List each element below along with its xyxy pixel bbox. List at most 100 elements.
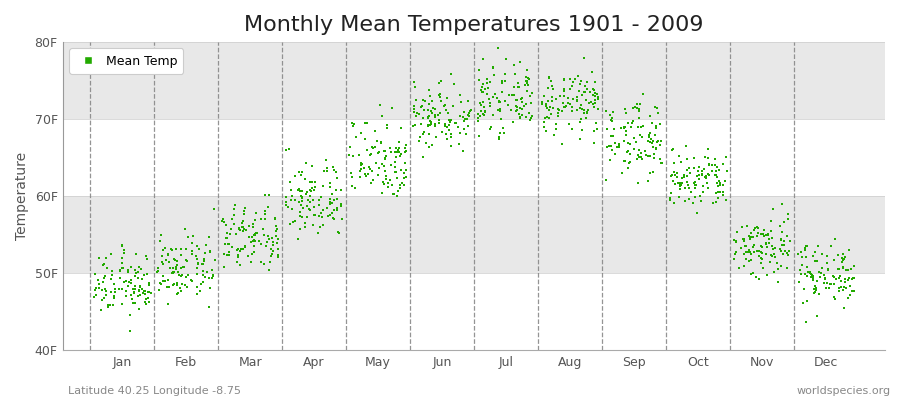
Point (702, 172, 716, 178)
Point (170, 262, 184, 268)
Point (764, 252, 778, 258)
Point (698, 174, 712, 180)
Point (695, 168, 709, 174)
Point (716, 161, 731, 167)
Point (833, 273, 848, 279)
Point (258, 207, 273, 214)
Point (308, 184, 322, 190)
Point (573, 102, 588, 108)
Point (634, 132, 648, 138)
Point (818, 275, 832, 282)
Point (166, 269, 181, 275)
Point (727, 256, 742, 262)
Point (189, 291, 203, 298)
Point (234, 246, 248, 252)
Point (156, 273, 170, 280)
Point (194, 261, 209, 267)
Point (368, 144, 382, 150)
Point (608, 140, 622, 146)
Point (127, 290, 141, 297)
Point (131, 306, 146, 312)
Point (439, 124, 454, 131)
Point (523, 92, 537, 99)
Point (225, 216, 239, 222)
Point (491, 95, 505, 101)
Point (701, 185, 716, 192)
Point (742, 236, 757, 242)
Point (399, 174, 413, 180)
Point (246, 238, 260, 244)
Point (754, 231, 769, 237)
Point (712, 167, 726, 173)
Point (476, 56, 491, 62)
Point (838, 254, 852, 260)
Point (393, 125, 408, 132)
Point (492, 98, 507, 105)
Point (546, 86, 561, 92)
Point (389, 168, 403, 175)
Point (312, 202, 327, 208)
Point (841, 295, 855, 302)
Point (617, 124, 632, 130)
Point (537, 93, 552, 99)
Point (372, 149, 386, 156)
Point (248, 216, 263, 223)
Point (320, 157, 334, 164)
Point (302, 187, 317, 193)
Point (716, 189, 731, 196)
Point (521, 82, 535, 88)
Point (101, 304, 115, 311)
Point (775, 200, 789, 207)
Point (621, 120, 635, 126)
Point (708, 172, 723, 178)
Point (295, 205, 310, 211)
Point (508, 103, 523, 109)
Point (377, 163, 392, 169)
Point (417, 129, 431, 136)
Point (645, 144, 660, 150)
Point (270, 240, 284, 246)
Point (422, 112, 436, 119)
Point (836, 257, 850, 263)
Point (335, 216, 349, 222)
Point (364, 144, 379, 150)
Point (518, 73, 533, 80)
Point (461, 98, 475, 104)
Point (326, 164, 340, 170)
Point (246, 223, 260, 230)
Point (105, 267, 120, 274)
Point (161, 259, 176, 265)
Point (474, 89, 489, 95)
Point (131, 269, 146, 275)
Point (629, 156, 643, 163)
Point (247, 237, 261, 243)
Point (799, 254, 814, 260)
Point (358, 120, 373, 126)
Point (314, 210, 328, 216)
Point (749, 274, 763, 280)
Point (622, 151, 636, 158)
Point (292, 213, 307, 219)
Point (614, 125, 628, 132)
Point (513, 59, 527, 65)
Point (773, 223, 788, 229)
Point (673, 185, 688, 192)
Point (477, 112, 491, 118)
Point (654, 138, 669, 144)
Point (494, 80, 508, 86)
Point (616, 158, 631, 164)
Point (751, 233, 765, 240)
Point (508, 92, 522, 98)
Point (748, 225, 762, 232)
Point (626, 120, 640, 126)
Point (552, 107, 566, 113)
Point (434, 98, 448, 104)
Point (691, 167, 706, 174)
Point (557, 86, 572, 93)
Point (729, 238, 743, 245)
Point (491, 99, 506, 105)
Point (453, 92, 467, 98)
Point (524, 100, 538, 106)
Point (260, 204, 274, 210)
Point (137, 272, 151, 278)
